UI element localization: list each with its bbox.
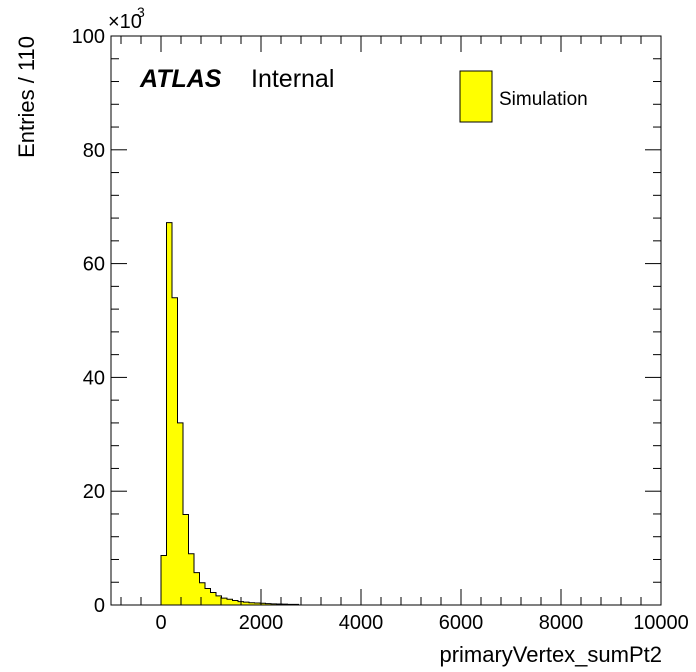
- histogram-bar: [232, 600, 238, 605]
- histogram-bar: [243, 602, 249, 605]
- y-tick-label: 80: [83, 140, 105, 162]
- x-tick-label: 2000: [239, 612, 284, 634]
- x-tick-label: 6000: [439, 612, 484, 634]
- histogram-bar: [221, 598, 227, 605]
- histogram-bars: [161, 222, 299, 605]
- x-tick-label: 8000: [539, 612, 584, 634]
- y-multiplier-exponent: 3: [137, 4, 145, 20]
- histogram-bar: [177, 422, 183, 605]
- y-tick-label: 100: [72, 26, 105, 48]
- histogram-bar: [205, 588, 211, 605]
- histogram-bar: [210, 592, 216, 605]
- x-tick-label: 4000: [339, 612, 384, 634]
- x-tick-label: 10000: [633, 612, 689, 634]
- histogram-bar: [166, 222, 172, 605]
- x-tick-labels: 0 2000 4000 6000 8000 10000: [155, 612, 688, 634]
- histogram-bar: [194, 572, 200, 605]
- legend-label: Simulation: [499, 89, 588, 110]
- x-tick-label: 0: [155, 612, 166, 634]
- y-multiplier-base: ×10: [108, 11, 142, 33]
- y-tick-labels: 0 20 40 60 80 100: [72, 26, 105, 617]
- y-tick-label: 20: [83, 481, 105, 503]
- histogram-bar: [188, 553, 194, 605]
- plot-frame: [110, 35, 662, 606]
- y-tick-label: 60: [83, 254, 105, 276]
- histogram-bar: [199, 582, 205, 605]
- histogram-bar: [271, 603, 277, 605]
- histogram-bar: [183, 514, 189, 605]
- atlas-label: ATLAS: [139, 65, 222, 93]
- histogram-bar: [260, 603, 266, 605]
- y-tick-label: 0: [94, 595, 105, 617]
- legend-swatch: [459, 70, 493, 123]
- internal-label: Internal: [251, 65, 334, 93]
- histogram-bar: [172, 297, 178, 605]
- histogram-bar: [216, 595, 222, 605]
- axis-ticks: [111, 35, 662, 606]
- x-axis-title: primaryVertex_sumPt2: [439, 642, 662, 667]
- histogram-bar: [227, 599, 233, 605]
- histogram-outline: [160, 222, 299, 605]
- histogram-bar: [265, 603, 271, 605]
- histogram-bar: [161, 555, 167, 605]
- histogram-bar: [276, 603, 282, 605]
- y-tick-label: 40: [83, 367, 105, 389]
- histogram-bar: [254, 603, 260, 605]
- histogram-bar: [249, 602, 255, 605]
- y-axis-title: Entries / 110: [14, 36, 39, 158]
